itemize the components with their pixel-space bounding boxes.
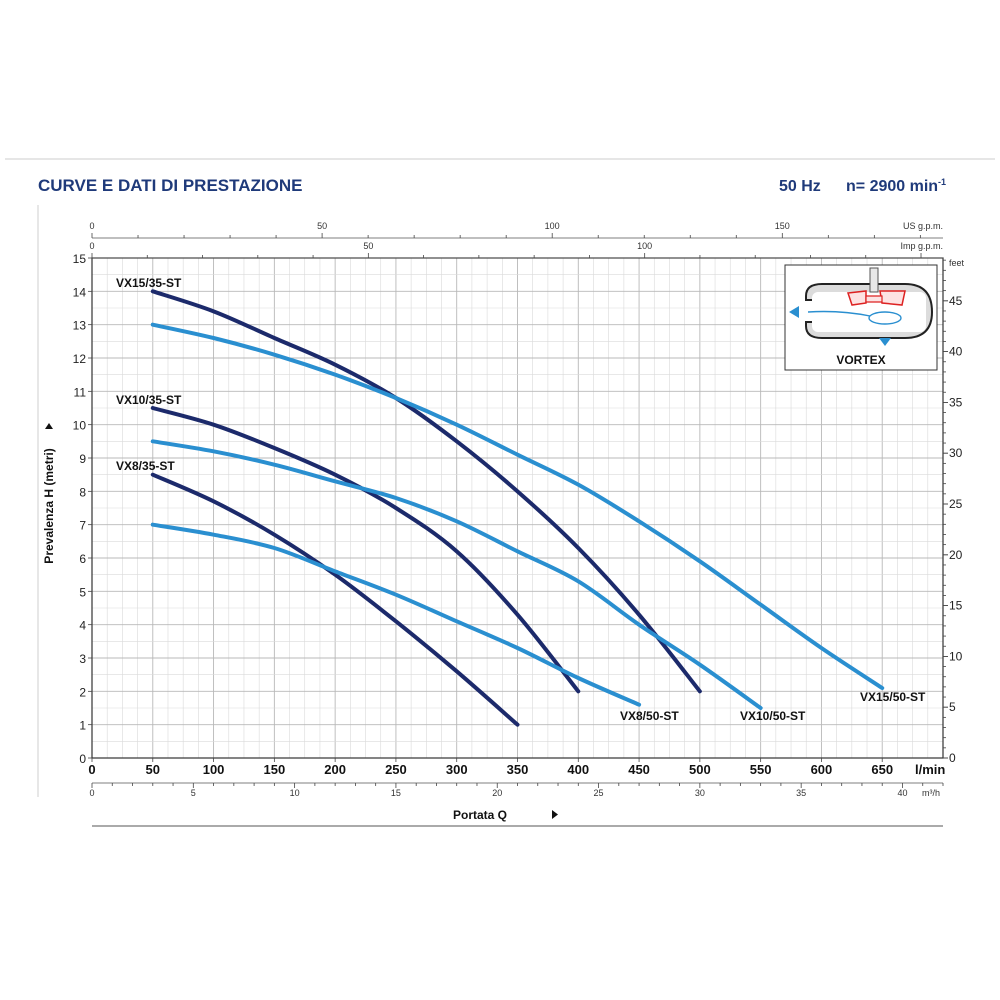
curve-vx15-35-st: [150, 289, 702, 694]
x-tick-label-m3h: 20: [492, 788, 502, 798]
y-tick-label-m: 1: [79, 719, 86, 733]
x-tick-label-m3h: 0: [89, 788, 94, 798]
x-tick-label-lmin: 350: [507, 762, 529, 777]
feet-unit: feet: [949, 258, 965, 268]
top-axes: US g.p.m. Imp g.p.m.: [92, 221, 943, 259]
y-tick-label-m: 5: [79, 585, 86, 599]
series-label: VX15/50-ST: [860, 690, 926, 704]
series-labels: VX15/35-ST VX15/50-ST VX10/35-ST VX10/50-ST…: [116, 276, 926, 723]
y-tick-label-m: 14: [73, 285, 87, 299]
x-tick-label-usgpm: 0: [89, 221, 94, 231]
y-tick-label-m: 12: [73, 352, 87, 366]
series-label: VX8/35-ST: [116, 459, 175, 473]
m3h-unit: m³/h: [922, 788, 940, 798]
speed-exponent: -1: [938, 177, 946, 187]
series-label: VX8/50-ST: [620, 709, 679, 723]
curve-vx10-35-st: [150, 406, 581, 694]
y-tick-label-m: 3: [79, 652, 86, 666]
y-tick-label-m: 13: [73, 319, 87, 333]
y-axis-title: Prevalenza H (metri): [42, 448, 56, 563]
y-tick-label-m: 11: [74, 385, 87, 399]
y-tick-label-m: 6: [79, 552, 86, 566]
x-tick-label-impgpm: 0: [89, 241, 94, 251]
curve-vx15-50-st: [150, 322, 885, 690]
x-tick-label-lmin: 150: [264, 762, 286, 777]
y-tick-label-feet: 45: [949, 294, 963, 308]
y-tick-label-m: 9: [79, 452, 86, 466]
x-axis-title: Portata Q: [453, 808, 507, 822]
x-tick-label-usgpm: 50: [317, 221, 327, 231]
y-tick-label-feet: 5: [949, 700, 956, 714]
chart-title: CURVE E DATI DI PRESTAZIONE: [38, 176, 302, 195]
x-tick-label-m3h: 40: [897, 788, 907, 798]
x-tick-label-lmin: 500: [689, 762, 711, 777]
x-tick-label-lmin: 250: [385, 762, 407, 777]
y-tick-label-m: 7: [79, 519, 86, 533]
vortex-impeller-diagram-icon: [789, 267, 934, 346]
curve-vx8-35-st: [150, 472, 520, 727]
x-tick-label-lmin: 0: [88, 762, 95, 777]
vortex-inset: VORTEX: [784, 264, 938, 371]
y-tick-label-feet: 35: [949, 395, 963, 409]
x-tick-label-lmin: 200: [324, 762, 346, 777]
x-tick-label-m3h: 15: [391, 788, 401, 798]
curve-vx10-50-st: [150, 439, 763, 710]
y-tick-label-m: 4: [79, 619, 86, 633]
y-tick-label-feet: 15: [949, 599, 963, 613]
speed-label: n= 2900 min-1: [846, 177, 946, 195]
y-tick-label-m: 10: [73, 419, 87, 433]
x-tick-label-lmin: 400: [567, 762, 589, 777]
x-tick-label-m3h: 10: [290, 788, 300, 798]
y-axis-arrow-icon: [45, 423, 53, 429]
series-label: VX15/35-ST: [116, 276, 182, 290]
x-tick-label-usgpm: 100: [545, 221, 560, 231]
x-tick-label-m3h: 5: [191, 788, 196, 798]
x-tick-label-usgpm: 150: [775, 221, 790, 231]
lmin-unit: l/min: [915, 762, 945, 777]
vortex-label: VORTEX: [836, 353, 885, 367]
x-tick-label-lmin: 450: [628, 762, 650, 777]
y-tick-label-feet: 0: [949, 751, 956, 765]
speed-value: n= 2900 min: [846, 178, 938, 195]
y-tick-label-feet: 20: [949, 548, 963, 562]
x-tick-label-lmin: 650: [871, 762, 893, 777]
y-tick-label-feet: 30: [949, 446, 963, 460]
y-tick-label-feet: 10: [949, 649, 963, 663]
y-tick-label-m: 8: [79, 485, 86, 499]
usgpm-unit: US g.p.m.: [903, 221, 943, 231]
y-tick-label-feet: 40: [949, 345, 963, 359]
x-tick-label-m3h: 25: [594, 788, 604, 798]
y-tick-label-m: 2: [79, 685, 86, 699]
x-tick-label-impgpm: 100: [637, 241, 652, 251]
series-label: VX10/50-ST: [740, 709, 806, 723]
x-tick-label-lmin: 600: [811, 762, 833, 777]
performance-curves: [150, 289, 885, 727]
x-tick-label-m3h: 30: [695, 788, 705, 798]
y-tick-label-m: 15: [73, 252, 87, 266]
series-label: VX10/35-ST: [116, 393, 182, 407]
x-axis-arrow-icon: [552, 810, 558, 819]
curve-vx8-50-st: [150, 522, 642, 707]
x-tick-label-m3h: 35: [796, 788, 806, 798]
y-tick-label-feet: 25: [949, 497, 963, 511]
x-tick-label-lmin: 100: [203, 762, 225, 777]
impgpm-unit: Imp g.p.m.: [900, 241, 943, 251]
tick-labels: 0123456789101112131415051015202530354045…: [73, 221, 963, 798]
x-tick-label-impgpm: 50: [363, 241, 373, 251]
x-tick-label-lmin: 550: [750, 762, 772, 777]
x-tick-label-lmin: 300: [446, 762, 468, 777]
x-tick-label-lmin: 50: [146, 762, 160, 777]
frequency-label: 50 Hz: [779, 178, 821, 195]
y-tick-label-m: 0: [79, 752, 86, 766]
